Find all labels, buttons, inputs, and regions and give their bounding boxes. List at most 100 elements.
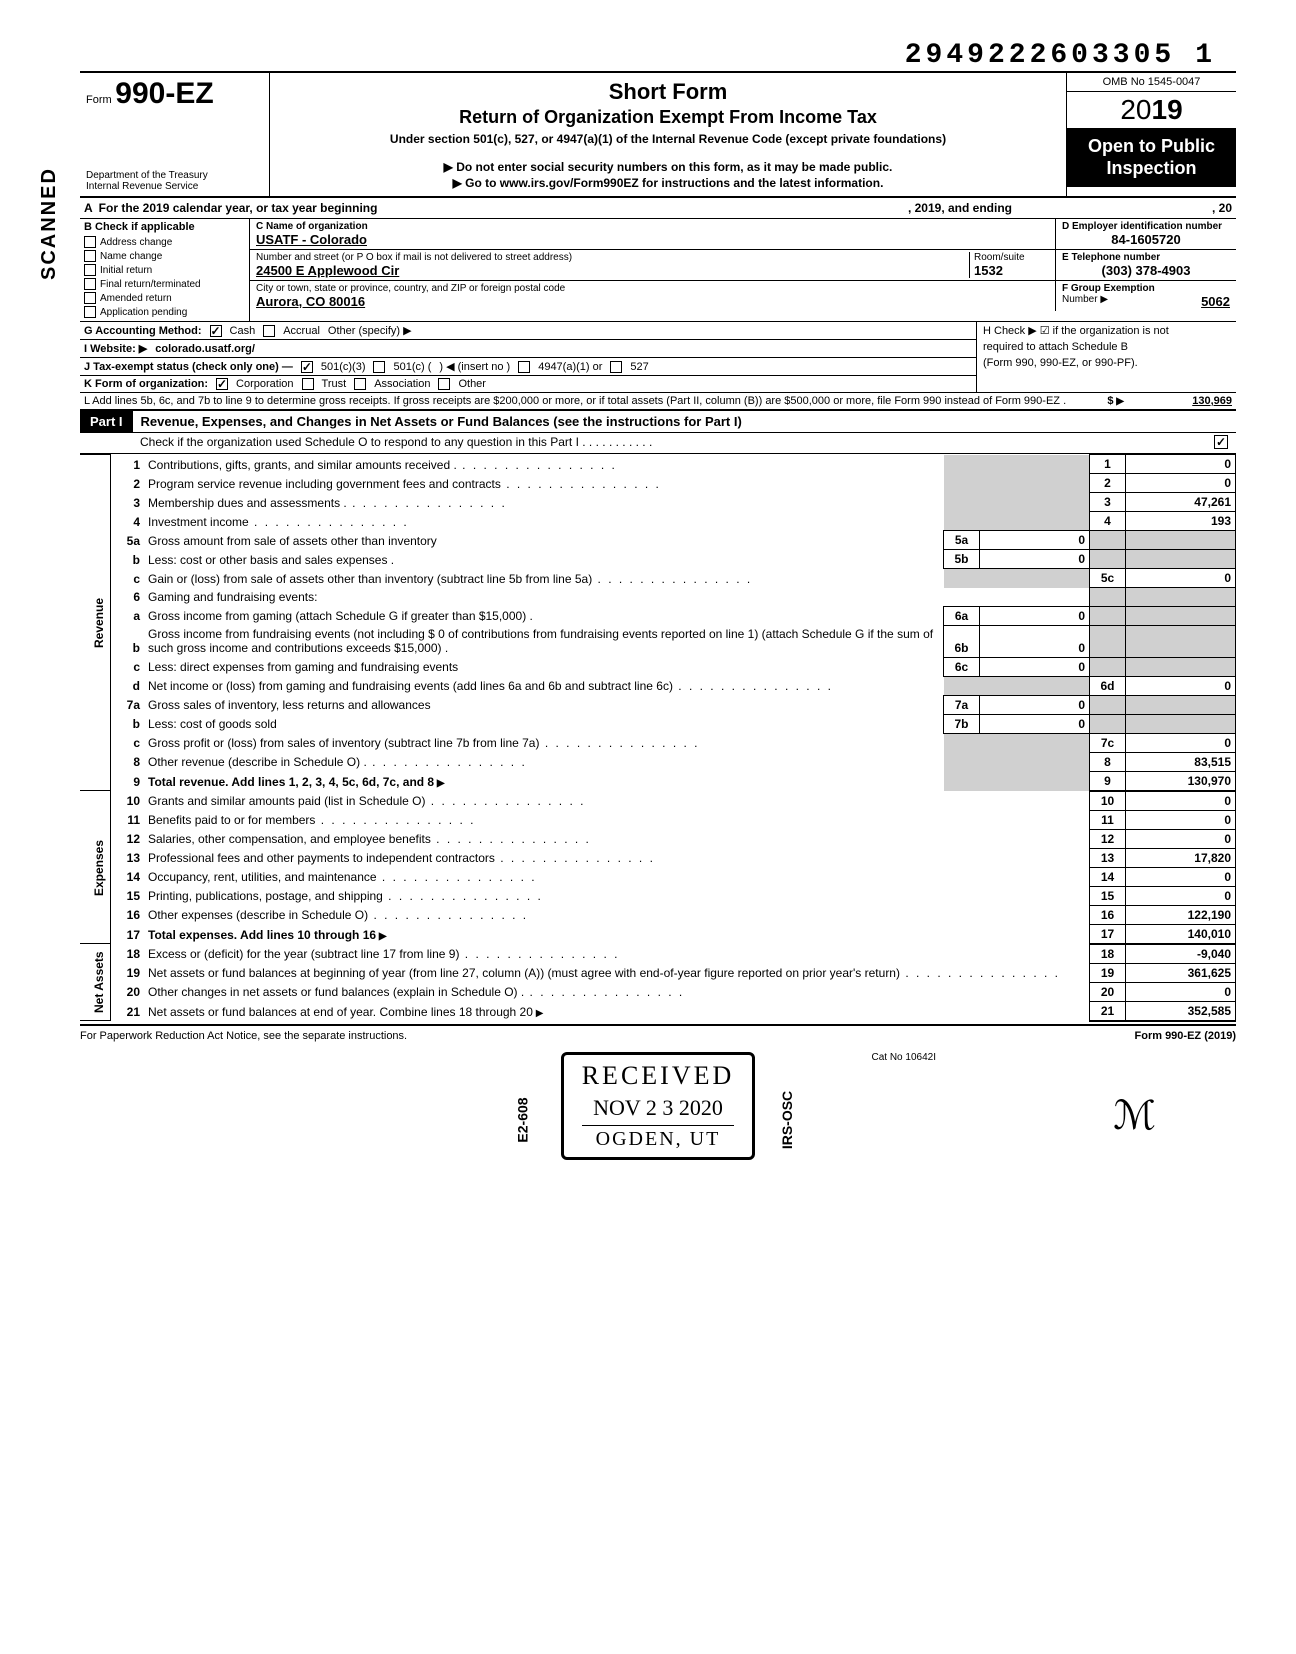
received-location: OGDEN, UT [582,1125,735,1151]
street: 24500 E Applewood Cir [256,263,969,278]
line-17: 17Total expenses. Add lines 10 through 1… [80,924,1236,944]
line-7a: 7aGross sales of inventory, less returns… [80,695,1236,714]
dept-treasury: Department of the Treasury Internal Reve… [86,170,263,192]
d-label: D Employer identification number [1062,221,1230,232]
check-other-org[interactable] [438,378,450,390]
check-initial-return[interactable]: Initial return [84,263,245,277]
dept-line1: Department of the Treasury [86,170,263,181]
row-a-text1: For the 2019 calendar year, or tax year … [99,201,378,215]
g-label: G Accounting Method: [84,325,202,337]
line-16: 16Other expenses (describe in Schedule O… [80,905,1236,924]
line-9: 9Total revenue. Add lines 1, 2, 3, 4, 5c… [80,771,1236,791]
tax-year: 2019 [1067,92,1236,128]
footer-left: For Paperwork Reduction Act Notice, see … [80,1030,407,1042]
check-4947[interactable] [518,361,530,373]
note-url: ▶ Go to www.irs.gov/Form990EZ for instru… [280,176,1056,190]
row-i: I Website: ▶ colorado.usatf.org/ [80,340,976,358]
info-grid: B Check if applicable Address change Nam… [80,219,1236,322]
check-pending[interactable]: Application pending [84,305,245,319]
e-label: E Telephone number [1062,252,1230,263]
check-527[interactable] [610,361,622,373]
line-18: Net Assets 18Excess or (deficit) for the… [80,944,1236,964]
doc-number-main: 2949222603305 [905,40,1175,71]
l-text: L Add lines 5b, 6c, and 7b to line 9 to … [84,395,1099,407]
col-b-checkboxes: B Check if applicable Address change Nam… [80,219,250,321]
side-revenue: Revenue [80,455,110,791]
ein: 84-1605720 [1062,232,1230,247]
check-final-return[interactable]: Final return/terminated [84,277,245,291]
form-number: 990-EZ [115,77,213,110]
note-ssn: ▶ Do not enter social security numbers o… [280,160,1056,174]
e2-stamp: E2-608 [515,1097,531,1142]
omb-number: OMB No 1545-0047 [1067,73,1236,92]
c-label: C Name of organization [256,221,1049,232]
line-6d: dNet income or (loss) from gaming and fu… [80,676,1236,695]
check-cash[interactable] [210,325,222,337]
year-prefix: 20 [1120,94,1151,125]
check-501c[interactable] [373,361,385,373]
open-line2: Inspection [1071,158,1232,180]
col-b-header: B Check if applicable [84,221,245,233]
check-501c3[interactable] [301,361,313,373]
row-a-label: A [84,201,93,215]
line-6c: cLess: direct expenses from gaming and f… [80,657,1236,676]
line-6a: aGross income from gaming (attach Schedu… [80,606,1236,625]
doc-number-suffix: 1 [1195,40,1216,71]
row-a-text2: , 2019, and ending [908,201,1012,215]
line-2: 2Program service revenue including gover… [80,474,1236,493]
part1-check[interactable]: ✓ [1214,435,1228,449]
line-19: 19Net assets or fund balances at beginni… [80,963,1236,982]
line-15: 15Printing, publications, postage, and s… [80,886,1236,905]
year-suffix: 19 [1152,94,1183,125]
row-g: G Accounting Method: Cash Accrual Other … [80,322,976,340]
i-label: I Website: ▶ [84,342,147,355]
part1-sub-text: Check if the organization used Schedule … [140,435,652,449]
footer-right: Form 990-EZ (2019) [1135,1030,1237,1042]
check-assoc[interactable] [354,378,366,390]
line-11: 11Benefits paid to or for members110 [80,810,1236,829]
line-5a: 5aGross amount from sale of assets other… [80,531,1236,550]
part1-sub: Check if the organization used Schedule … [80,433,1236,454]
line-8: 8Other revenue (describe in Schedule O) … [80,752,1236,771]
line-7b: bLess: cost of goods sold 7b0 [80,714,1236,733]
city-label: City or town, state or province, country… [256,283,1049,294]
check-trust[interactable] [302,378,314,390]
line-6: 6Gaming and fundraising events: [80,588,1236,607]
check-accrual[interactable] [263,325,275,337]
k-label: K Form of organization: [84,378,208,390]
lines-table: Revenue 1 Contributions, gifts, grants, … [80,454,1236,1022]
part1-title: Revenue, Expenses, and Changes in Net As… [133,411,750,432]
group-number: 5062 [1201,294,1230,309]
room-label: Room/suite [974,252,1049,263]
room: 1532 [974,263,1049,278]
signature: ℳ [1113,1092,1156,1139]
part1-header: Part I Revenue, Expenses, and Changes in… [80,411,1236,433]
title-short-form: Short Form [280,79,1056,105]
line-5c: cGain or (loss) from sale of assets othe… [80,569,1236,588]
check-name-change[interactable]: Name change [84,249,245,263]
header-left: Form 990-EZ Department of the Treasury I… [80,73,270,196]
line-14: 14Occupancy, rent, utilities, and mainte… [80,867,1236,886]
check-corp[interactable] [216,378,228,390]
document-number: 2949222603305 1 [80,40,1236,71]
cat-number: Cat No 10642I [872,1052,937,1063]
side-expenses: Expenses [80,791,110,944]
check-amended[interactable]: Amended return [84,291,245,305]
received-text: RECEIVED [582,1061,735,1091]
row-a-text3: , 20 [1212,201,1232,215]
row-j: J Tax-exempt status (check only one) — 5… [80,358,976,376]
col-org-info: C Name of organization USATF - Colorado … [250,219,1236,321]
city: Aurora, CO 80016 [256,294,1049,309]
line-5b: bLess: cost or other basis and sales exp… [80,550,1236,569]
open-to-public: Open to Public Inspection [1067,128,1236,187]
org-name: USATF - Colorado [256,232,1049,247]
check-address-change[interactable]: Address change [84,235,245,249]
website: colorado.usatf.org/ [155,343,255,355]
scanned-stamp: SCANNED [38,167,61,280]
line-12: 12Salaries, other compensation, and empl… [80,829,1236,848]
part1-tag: Part I [80,411,133,432]
line-3: 3Membership dues and assessments . 347,2… [80,493,1236,512]
line-21: 21Net assets or fund balances at end of … [80,1001,1236,1021]
subtitle: Under section 501(c), 527, or 4947(a)(1)… [280,132,1056,146]
line-7c: cGross profit or (loss) from sales of in… [80,733,1236,752]
